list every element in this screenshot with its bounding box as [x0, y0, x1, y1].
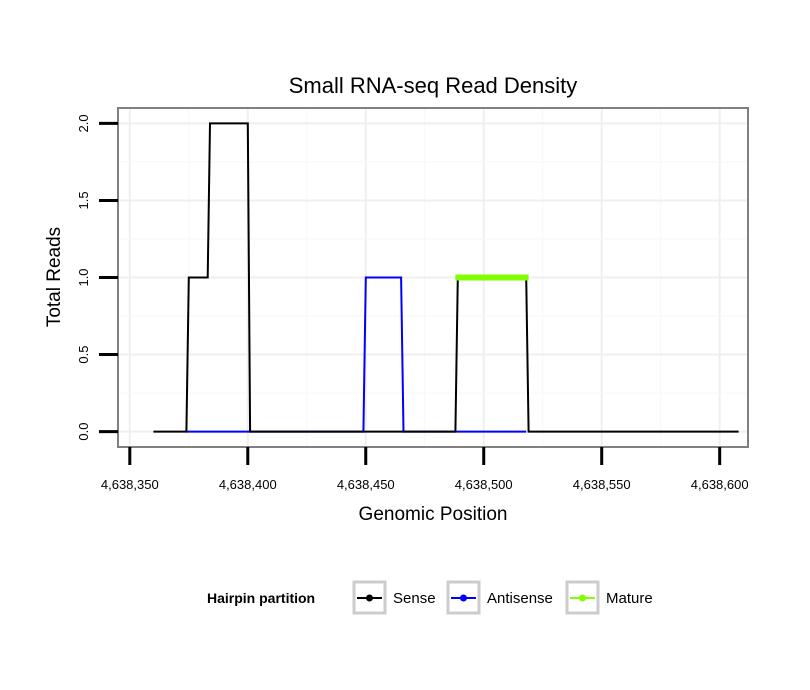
x-tick-label: 4,638,400	[219, 477, 277, 492]
legend-label: Antisense	[487, 590, 553, 607]
y-tick-label: 1.0	[76, 268, 91, 286]
y-tick-label: 1.5	[76, 191, 91, 209]
legend-item-sense: Sense	[352, 580, 436, 615]
series-line-sense	[153, 122, 739, 433]
legend-key-point	[366, 594, 373, 602]
legend: Hairpin partition Sense Antisense Mature	[207, 580, 653, 615]
x-tick-label: 4,638,600	[691, 477, 749, 492]
chart-title: Small RNA-seq Read Density	[289, 73, 578, 98]
y-tick-label: 0.0	[76, 423, 91, 441]
x-tick-label: 4,638,350	[101, 477, 159, 492]
y-axis-title: Total Reads	[44, 227, 65, 327]
x-axis-title: Genomic Position	[359, 504, 508, 525]
legend-title: Hairpin partition	[207, 590, 315, 606]
x-tick-label: 4,638,550	[573, 477, 631, 492]
x-tick-label: 4,638,500	[455, 477, 513, 492]
y-tick-label: 2.0	[76, 114, 91, 132]
legend-key-point	[579, 594, 586, 602]
legend-item-mature: Mature	[565, 580, 653, 615]
series-layer	[153, 122, 739, 433]
y-tick-label: 0.5	[76, 346, 91, 364]
legend-label: Sense	[393, 590, 436, 607]
x-tick-label: 4,638,450	[337, 477, 395, 492]
legend-label: Mature	[606, 590, 653, 607]
x-axis: 4,638,350 4,638,400 4,638,450 4,638,500 4,63…	[101, 447, 749, 492]
legend-key-point	[460, 594, 467, 602]
y-axis: 0.0 0.5 1.0 1.5 2.0	[76, 114, 118, 441]
legend-item-antisense: Antisense	[446, 580, 553, 615]
